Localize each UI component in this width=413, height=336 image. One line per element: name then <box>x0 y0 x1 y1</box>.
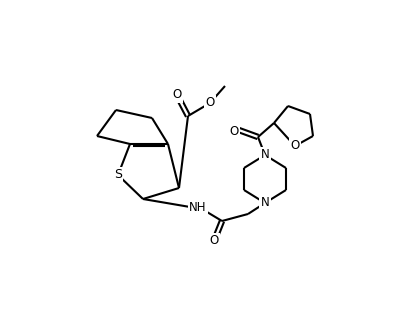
Text: N: N <box>260 149 269 162</box>
Text: S: S <box>114 168 122 181</box>
Text: O: O <box>209 235 218 248</box>
Text: O: O <box>172 88 181 101</box>
Text: O: O <box>229 126 238 138</box>
Text: N: N <box>260 197 269 210</box>
Text: O: O <box>205 96 214 110</box>
Text: O: O <box>290 139 299 153</box>
Text: NH: NH <box>189 202 206 214</box>
